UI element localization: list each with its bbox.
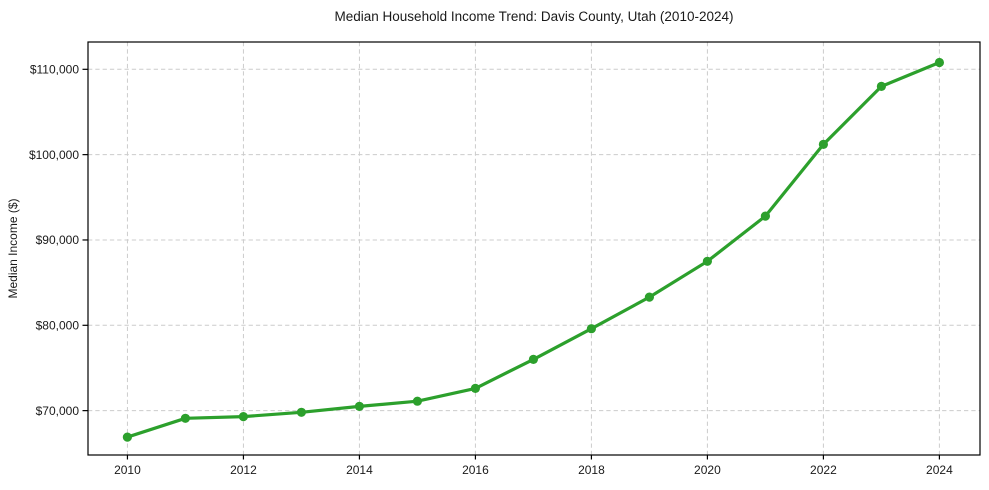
data-point-marker xyxy=(122,432,132,442)
tick-labels: 2010 2012 2014 2016 2018 2020 2022 2024 $70,000 $… xyxy=(29,63,953,477)
x-tick-label: 2024 xyxy=(926,463,953,477)
data-point-marker xyxy=(238,412,248,422)
data-point-marker xyxy=(412,396,422,406)
plot-border xyxy=(87,41,981,456)
gridlines xyxy=(88,42,980,455)
y-tick-label: $100,000 xyxy=(29,148,79,162)
data-point-marker xyxy=(644,292,655,302)
y-tick-label: $70,000 xyxy=(36,404,80,418)
y-axis-label: Median Income ($) xyxy=(6,198,20,298)
data-point-marker xyxy=(876,81,887,91)
x-tick-label: 2022 xyxy=(810,463,837,477)
data-point-marker xyxy=(934,57,945,68)
data-point-marker xyxy=(470,383,480,393)
y-tick-label: $110,000 xyxy=(30,63,79,77)
trend-line xyxy=(125,60,942,439)
x-tick-label: 2010 xyxy=(114,463,141,477)
data-point-marker xyxy=(296,407,306,417)
data-series xyxy=(122,57,945,442)
y-tick-label: $90,000 xyxy=(36,233,80,247)
data-point-marker xyxy=(818,139,829,149)
x-tick-label: 2014 xyxy=(346,463,373,477)
x-tick-label: 2012 xyxy=(230,463,257,477)
data-point-marker xyxy=(528,354,539,364)
x-tick-label: 2016 xyxy=(462,463,489,477)
data-point-marker xyxy=(180,413,190,423)
axis-ticks xyxy=(82,68,941,460)
data-point-marker xyxy=(760,211,771,221)
data-point-marker xyxy=(354,401,364,411)
data-point-marker xyxy=(702,256,713,266)
data-point-marker xyxy=(586,324,597,334)
chart-title: Median Household Income Trend: Davis Cou… xyxy=(335,9,734,24)
x-tick-label: 2018 xyxy=(578,463,605,477)
x-tick-label: 2020 xyxy=(694,463,721,477)
y-tick-label: $80,000 xyxy=(36,318,80,332)
